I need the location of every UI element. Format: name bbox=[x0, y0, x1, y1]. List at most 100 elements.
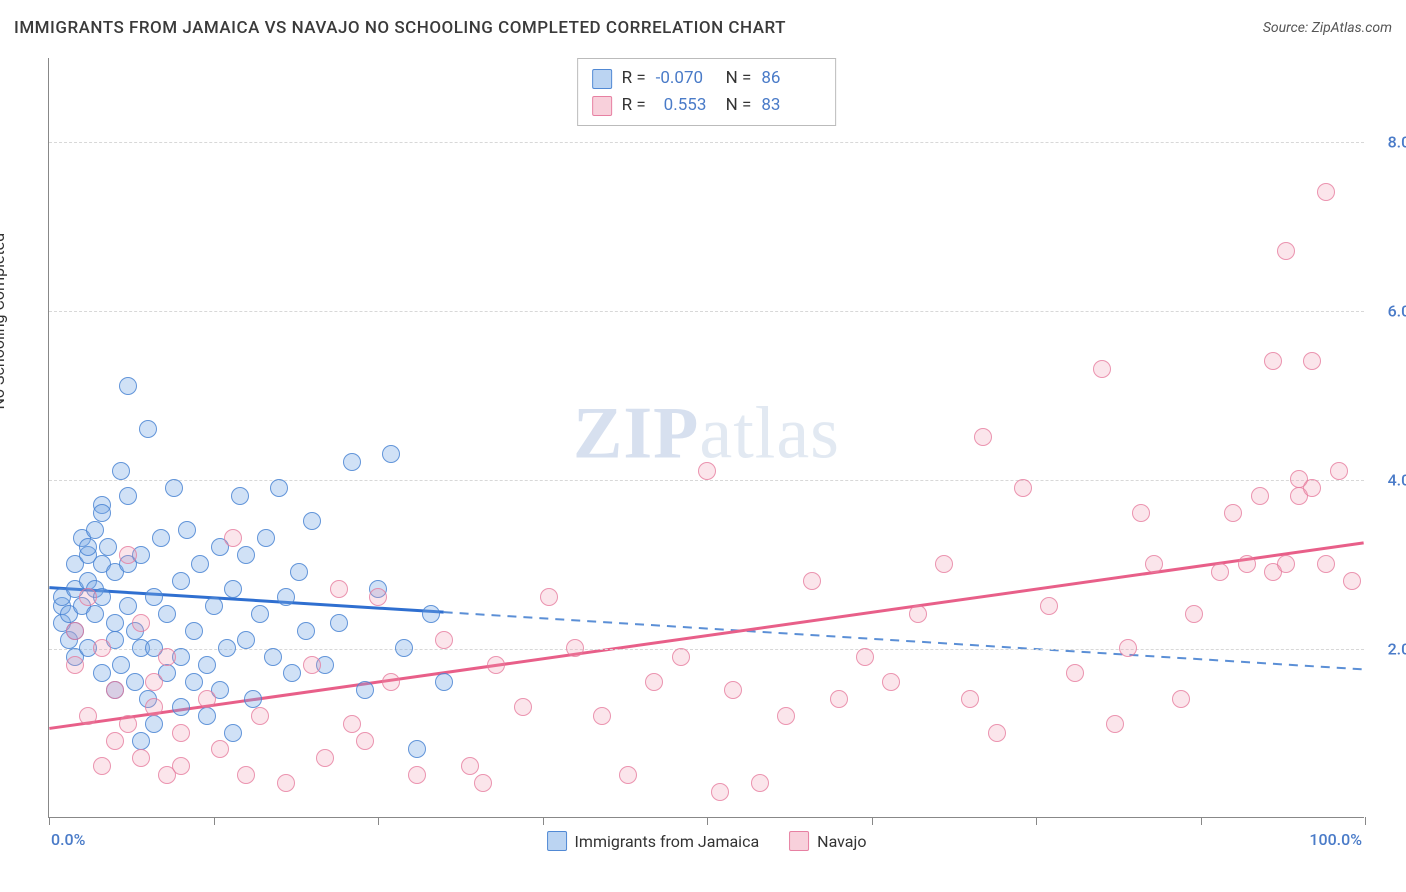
data-point-navajo bbox=[211, 740, 229, 758]
data-point-navajo bbox=[909, 605, 927, 623]
data-point-navajo bbox=[145, 673, 163, 691]
data-point-jamaica bbox=[435, 673, 453, 691]
data-point-navajo bbox=[224, 529, 242, 547]
data-point-jamaica bbox=[297, 622, 315, 640]
legend-row-navajo: R = 0.553 N = 83 bbox=[592, 92, 822, 119]
data-point-jamaica bbox=[132, 732, 150, 750]
data-point-navajo bbox=[1040, 597, 1058, 615]
x-tick bbox=[707, 817, 708, 825]
x-tick bbox=[872, 817, 873, 825]
data-point-navajo bbox=[66, 622, 84, 640]
data-point-navajo bbox=[974, 428, 992, 446]
data-point-navajo bbox=[751, 774, 769, 792]
data-point-jamaica bbox=[224, 724, 242, 742]
data-point-jamaica bbox=[172, 698, 190, 716]
data-point-navajo bbox=[106, 681, 124, 699]
data-point-navajo bbox=[1330, 462, 1348, 480]
data-point-navajo bbox=[356, 732, 374, 750]
x-tick bbox=[1201, 817, 1202, 825]
scatter-plot-area: ZIPatlas R = -0.070 N = 86 R = 0.553 N =… bbox=[48, 58, 1364, 818]
legend-row-jamaica: R = -0.070 N = 86 bbox=[592, 65, 822, 92]
data-point-navajo bbox=[237, 766, 255, 784]
data-point-navajo bbox=[1317, 183, 1335, 201]
data-point-navajo bbox=[487, 656, 505, 674]
data-point-navajo bbox=[474, 774, 492, 792]
data-point-navajo bbox=[145, 698, 163, 716]
data-point-jamaica bbox=[185, 622, 203, 640]
swatch-navajo bbox=[592, 96, 612, 116]
data-point-navajo bbox=[93, 639, 111, 657]
data-point-jamaica bbox=[237, 631, 255, 649]
data-point-navajo bbox=[961, 690, 979, 708]
data-point-jamaica bbox=[145, 588, 163, 606]
data-point-navajo bbox=[1145, 555, 1163, 573]
data-point-navajo bbox=[382, 673, 400, 691]
data-point-jamaica bbox=[231, 487, 249, 505]
data-point-navajo bbox=[1238, 555, 1256, 573]
data-point-jamaica bbox=[257, 529, 275, 547]
data-point-navajo bbox=[132, 614, 150, 632]
data-point-navajo bbox=[619, 766, 637, 784]
data-point-navajo bbox=[1264, 352, 1282, 370]
data-point-jamaica bbox=[191, 555, 209, 573]
data-point-jamaica bbox=[112, 656, 130, 674]
data-point-navajo bbox=[158, 648, 176, 666]
data-point-navajo bbox=[1277, 242, 1295, 260]
data-point-navajo bbox=[1211, 563, 1229, 581]
data-point-navajo bbox=[330, 580, 348, 598]
data-point-navajo bbox=[1119, 639, 1137, 657]
data-point-jamaica bbox=[264, 648, 282, 666]
data-point-navajo bbox=[724, 681, 742, 699]
data-point-jamaica bbox=[237, 546, 255, 564]
data-point-navajo bbox=[369, 588, 387, 606]
x-tick-label-min: 0.0% bbox=[51, 830, 85, 849]
data-point-navajo bbox=[1172, 690, 1190, 708]
data-point-navajo bbox=[1317, 555, 1335, 573]
swatch-navajo-icon bbox=[789, 831, 809, 851]
data-point-navajo bbox=[1185, 605, 1203, 623]
data-point-jamaica bbox=[106, 614, 124, 632]
data-point-navajo bbox=[882, 673, 900, 691]
data-point-navajo bbox=[1251, 487, 1269, 505]
r-value-navajo: 0.553 bbox=[656, 92, 716, 119]
data-point-jamaica bbox=[224, 580, 242, 598]
data-point-navajo bbox=[408, 766, 426, 784]
data-point-navajo bbox=[66, 656, 84, 674]
gridline bbox=[49, 649, 1364, 650]
data-point-navajo bbox=[856, 648, 874, 666]
data-point-jamaica bbox=[303, 512, 321, 530]
data-point-navajo bbox=[698, 462, 716, 480]
y-tick-label: 2.0% bbox=[1388, 640, 1406, 659]
data-point-navajo bbox=[711, 783, 729, 801]
swatch-jamaica-icon bbox=[547, 831, 567, 851]
data-point-navajo bbox=[645, 673, 663, 691]
data-point-jamaica bbox=[382, 445, 400, 463]
data-point-jamaica bbox=[93, 504, 111, 522]
data-point-navajo bbox=[1014, 479, 1032, 497]
data-point-navajo bbox=[1066, 664, 1084, 682]
data-point-navajo bbox=[106, 732, 124, 750]
gridline bbox=[49, 142, 1364, 143]
x-tick bbox=[1365, 817, 1366, 825]
data-point-navajo bbox=[277, 774, 295, 792]
data-point-jamaica bbox=[283, 664, 301, 682]
data-point-navajo bbox=[251, 707, 269, 725]
data-point-navajo bbox=[435, 631, 453, 649]
data-point-navajo bbox=[119, 715, 137, 733]
data-point-navajo bbox=[514, 698, 532, 716]
data-point-jamaica bbox=[198, 656, 216, 674]
data-point-jamaica bbox=[93, 664, 111, 682]
data-point-jamaica bbox=[172, 572, 190, 590]
data-point-navajo bbox=[1303, 352, 1321, 370]
data-point-jamaica bbox=[86, 605, 104, 623]
data-point-navajo bbox=[198, 690, 216, 708]
data-point-navajo bbox=[803, 572, 821, 590]
legend-item-navajo: Navajo bbox=[789, 831, 866, 851]
legend-item-jamaica: Immigrants from Jamaica bbox=[547, 831, 760, 851]
x-tick bbox=[378, 817, 379, 825]
data-point-jamaica bbox=[119, 487, 137, 505]
data-point-navajo bbox=[1343, 572, 1361, 590]
data-point-jamaica bbox=[152, 529, 170, 547]
r-value-jamaica: -0.070 bbox=[656, 65, 716, 92]
data-point-navajo bbox=[461, 757, 479, 775]
